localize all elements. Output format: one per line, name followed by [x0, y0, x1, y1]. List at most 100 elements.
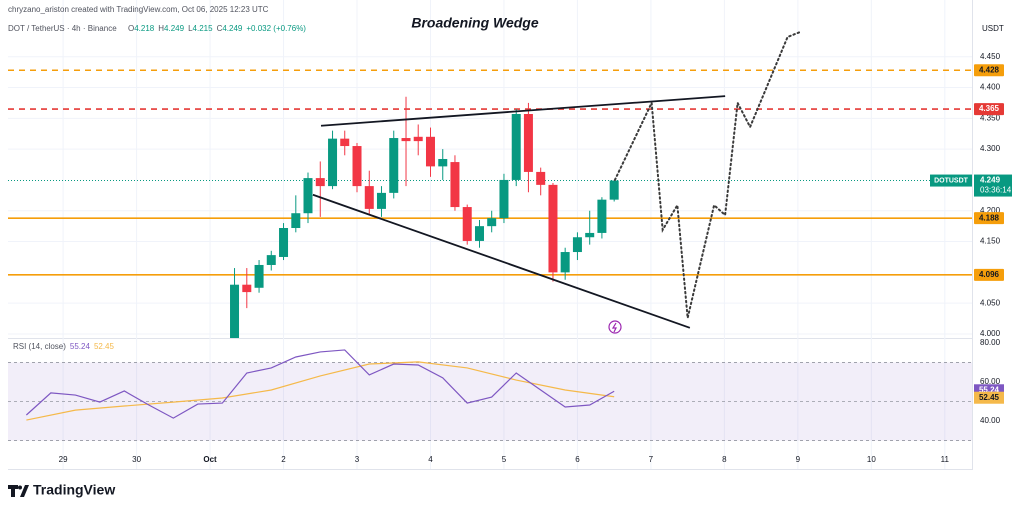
x-tick-label: 8	[722, 455, 727, 464]
x-tick-label: 30	[132, 455, 141, 464]
symbol: DOT / TetherUS · 4h · Binance	[8, 24, 117, 33]
countdown: 03:36:14	[980, 186, 1012, 195]
candle-body	[499, 179, 509, 219]
candle-body	[291, 213, 301, 229]
x-tick-label: 7	[649, 455, 654, 464]
chart-title: Broadening Wedge	[411, 15, 539, 31]
rsi-tick-label: 40.00	[980, 416, 1001, 425]
x-tick-label: Oct	[203, 455, 217, 464]
candle-body	[572, 237, 582, 253]
candle-body	[487, 218, 497, 227]
legend-change: +0.032 (+0.76%)	[246, 24, 306, 33]
x-tick-label: 9	[796, 455, 801, 464]
candle-body	[376, 192, 386, 209]
candle-body	[548, 184, 558, 273]
rsi-pane	[8, 349, 972, 441]
candle-body	[303, 178, 313, 214]
brand-logo	[8, 485, 29, 497]
candle-body	[230, 284, 240, 338]
axis-border	[972, 0, 973, 470]
y-tick-label: 4.450	[980, 52, 1001, 61]
rsi-legend: RSI (14, close) 55.24 52.45	[13, 342, 115, 351]
price-pane	[8, 31, 972, 338]
candle-body	[266, 255, 276, 265]
price-level-label: 4.365	[979, 104, 1000, 113]
pane-separator	[8, 338, 972, 339]
event-icon	[608, 320, 622, 334]
rsi-line	[26, 361, 615, 421]
price-level-tag	[974, 64, 1004, 77]
rsi-tag-label: 55.24	[979, 385, 1000, 394]
candle-body	[438, 158, 448, 167]
legend-value: 4.249	[164, 24, 185, 33]
candle-body	[585, 232, 595, 238]
candle-body	[597, 199, 607, 233]
candle-body	[328, 138, 338, 187]
projection-path	[613, 31, 802, 319]
candle-body	[560, 252, 570, 273]
rsi-tick-label: 60.00	[980, 377, 1001, 386]
y-tick-label: 4.300	[980, 144, 1001, 153]
legend-key: O	[128, 24, 134, 33]
brand: TradingView	[33, 482, 115, 498]
candle-body	[389, 138, 399, 193]
time-axis-border	[8, 469, 972, 470]
candle-body	[401, 138, 411, 142]
y-tick-label: 4.200	[980, 206, 1001, 215]
candle-body	[450, 162, 460, 208]
candle-body	[254, 264, 264, 288]
x-tick-label: 6	[575, 455, 580, 464]
rsi-tag	[974, 391, 1004, 404]
y-tick-label: 4.050	[980, 298, 1001, 307]
currency: USDT	[982, 24, 1004, 33]
x-tick-label: 5	[502, 455, 507, 464]
wedge-line	[320, 95, 726, 127]
price-level-label: 4.428	[979, 65, 1000, 74]
credit: chryzano_ariston created with TradingVie…	[8, 5, 269, 14]
x-tick-label: 10	[867, 455, 876, 464]
candle-body	[413, 136, 423, 142]
candle-body	[425, 136, 435, 167]
price-level-tag	[974, 268, 1004, 281]
y-tick-label: 4.000	[980, 329, 1001, 338]
y-tick-label: 4.150	[980, 237, 1001, 246]
candle-body	[609, 180, 619, 200]
last-price-tag	[974, 174, 1012, 197]
y-tick-label: 4.350	[980, 113, 1001, 122]
candle-body	[279, 228, 289, 257]
legend-value: 4.215	[193, 24, 214, 33]
rsi-line	[25, 349, 615, 419]
legend-value: 4.249	[222, 24, 243, 33]
rsi-legend-value: 55.24	[70, 342, 91, 351]
legend-key: C	[217, 24, 223, 33]
wedge-line	[312, 193, 691, 329]
legend-key: L	[188, 24, 193, 33]
y-tick-label: 4.400	[980, 83, 1001, 92]
x-tick-label: 3	[355, 455, 360, 464]
price-level-tag	[974, 212, 1004, 225]
legend-key: H	[158, 24, 164, 33]
price-level-label: 4.188	[979, 213, 1000, 222]
rsi-tick-label: 80.00	[980, 338, 1001, 347]
grid	[8, 0, 972, 469]
last-price-symbol: DOTUSDT	[934, 177, 969, 184]
rsi-legend-value: 52.45	[94, 342, 115, 351]
candle-body	[523, 114, 533, 172]
axes: 29 30 Oct 2 3 4 5 6 7 8 9 10 114.0004.0504.1504.2004…	[59, 52, 1012, 464]
last-price-symbol-tag	[930, 174, 972, 187]
x-tick-label: 11	[941, 455, 950, 464]
last-price-value: 4.249	[980, 176, 1001, 185]
x-tick-label: 4	[428, 455, 433, 464]
price-level-label: 4.096	[979, 270, 1000, 279]
candle-body	[511, 114, 521, 180]
x-tick-label: 29	[59, 455, 68, 464]
candle-body	[536, 171, 546, 185]
candle-body	[315, 178, 325, 187]
candle-body	[462, 207, 472, 241]
rsi-tag-label: 52.45	[979, 393, 1000, 402]
candle-body	[340, 138, 350, 147]
legend-value: 4.218	[134, 24, 155, 33]
ohlc-legend: O4.218 H4.249 L4.215 C4.249 +0.032 (+0.76%)	[128, 24, 306, 33]
candle-body	[364, 186, 374, 209]
